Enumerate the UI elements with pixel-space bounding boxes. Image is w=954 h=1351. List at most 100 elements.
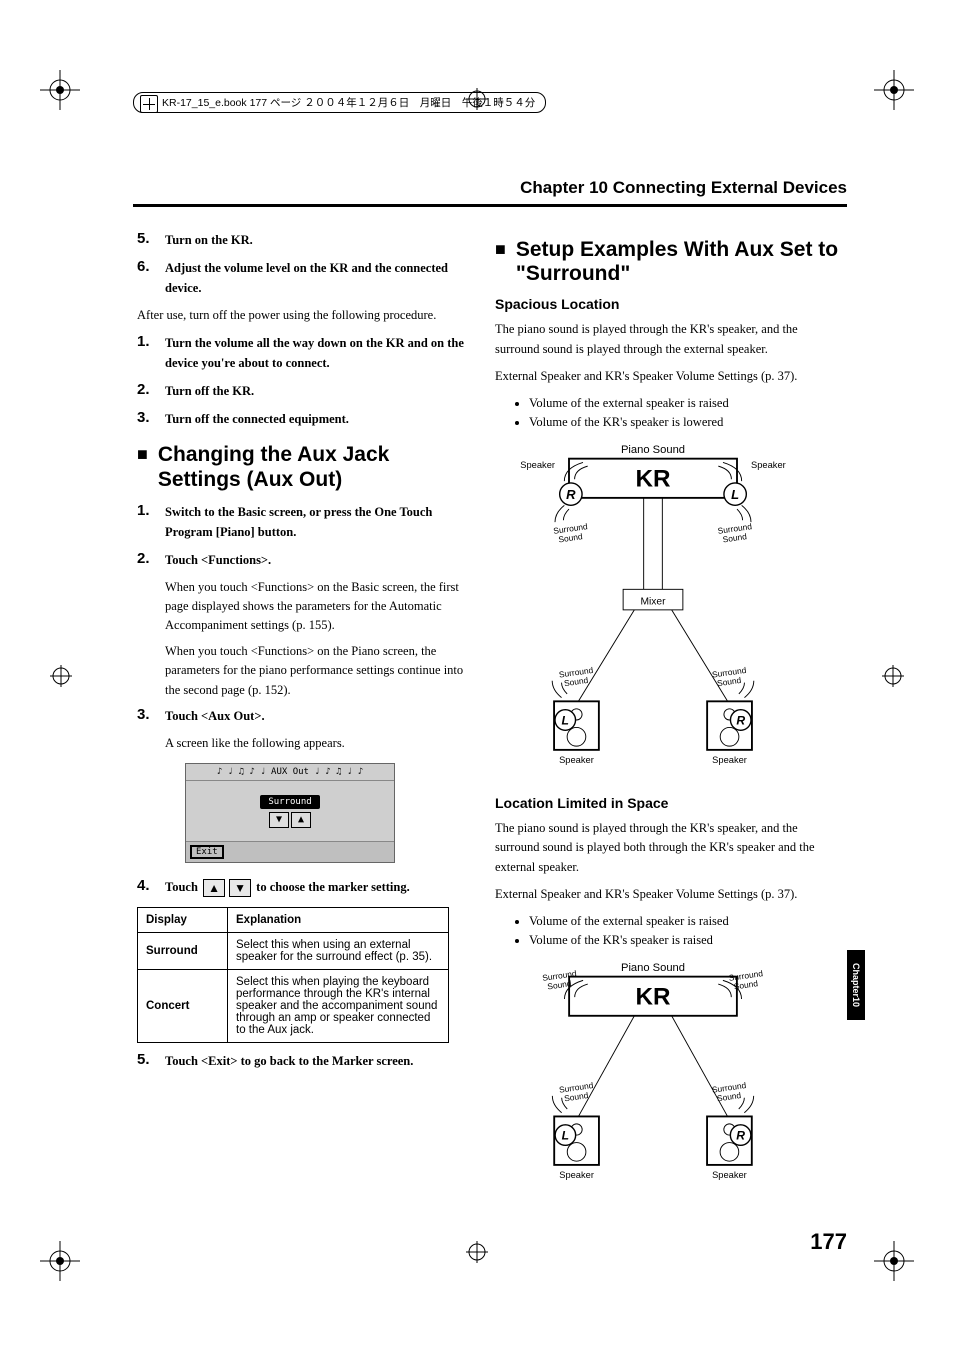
heading-bullet-icon: ■ <box>137 443 148 491</box>
spacious-diagram: Piano Sound KR Speaker Speaker R L Surro… <box>513 440 813 781</box>
step-number: 2. <box>137 550 155 570</box>
svg-text:Sound: Sound <box>558 531 584 544</box>
surround-chip: Surround <box>260 795 319 809</box>
step-text: Touch <Functions>. <box>165 550 477 570</box>
table-cell-text: Select this when playing the keyboard pe… <box>228 970 449 1043</box>
svg-text:R: R <box>736 714 745 728</box>
screen-titlebar: ♪ ♩ ♫ ♪ ♩ AUX Out ♩ ♪ ♫ ♩ ♪ <box>186 764 394 781</box>
bullet-item: Volume of the external speaker is raised <box>529 912 845 931</box>
left-column: 5. Turn on the KR. 6. Adjust the volume … <box>137 224 477 1079</box>
table-header-display: Display <box>138 908 228 933</box>
section-heading-aux-jack: ■ Changing the Aux Jack Settings (Aux Ou… <box>137 443 477 491</box>
step-text: Touch <Aux Out>. <box>165 706 477 726</box>
label-mixer: Mixer <box>640 596 666 607</box>
label-speaker: Speaker <box>712 755 747 765</box>
spacious-para2: External Speaker and KR's Speaker Volume… <box>495 367 845 386</box>
arrow-buttons: ▼ ▲ <box>269 812 311 828</box>
bullet-item: Volume of the KR's speaker is raised <box>529 931 845 950</box>
spacious-para1: The piano sound is played through the KR… <box>495 320 845 359</box>
screen-body: Surround ▼ ▲ <box>186 781 394 841</box>
poweroff-step-2: 2. Turn off the KR. <box>137 381 477 401</box>
step-text: Touch <Exit> to go back to the Marker sc… <box>165 1051 477 1071</box>
aux-out-screen-figure: ♪ ♩ ♫ ♪ ♩ AUX Out ♩ ♪ ♫ ♩ ♪ Surround ▼ ▲… <box>185 763 395 863</box>
svg-text:Sound: Sound <box>563 675 589 688</box>
svg-text:L: L <box>562 1129 569 1143</box>
bullet-item: Volume of the external speaker is raised <box>529 394 845 413</box>
chapter-tab: Chapter10 <box>847 950 865 1020</box>
step-6: 6. Adjust the volume level on the KR and… <box>137 258 477 298</box>
step-text: Switch to the Basic screen, or press the… <box>165 502 477 542</box>
svg-text:R: R <box>736 1129 745 1143</box>
aux-step-5: 5. Touch <Exit> to go back to the Marker… <box>137 1051 477 1071</box>
aux-step-3: 3. Touch <Aux Out>. <box>137 706 477 726</box>
bullet-item: Volume of the KR's speaker is lowered <box>529 413 845 432</box>
label-speaker: Speaker <box>520 460 555 470</box>
label-piano-sound: Piano Sound <box>621 962 685 974</box>
registration-mark-right <box>882 665 904 687</box>
svg-text:Sound: Sound <box>722 531 748 544</box>
step-number: 5. <box>137 1051 155 1071</box>
title-rule <box>133 204 847 207</box>
poweroff-step-1: 1. Turn the volume all the way down on t… <box>137 333 477 373</box>
step-number: 3. <box>137 706 155 726</box>
arrow-up-icon: ▲ <box>291 812 311 828</box>
display-explanation-table: Display Explanation Surround Select this… <box>137 907 449 1043</box>
step-number: 1. <box>137 502 155 542</box>
aux-step-4: 4. Touch ▲▼ to choose the marker setting… <box>137 877 477 897</box>
poweroff-step-3: 3. Turn off the connected equipment. <box>137 409 477 429</box>
svg-text:L: L <box>562 714 569 728</box>
label-kr: KR <box>636 984 671 1011</box>
step-number: 3. <box>137 409 155 429</box>
step4-text-b: to choose the marker setting. <box>256 880 410 894</box>
label-piano-sound: Piano Sound <box>621 444 685 456</box>
svg-text:R: R <box>566 487 576 502</box>
crop-mark-tr <box>874 70 914 110</box>
exit-button-icon: Exit <box>190 845 224 859</box>
limited-diagram: Piano Sound KR Surround Sound Surround S… <box>513 958 813 1196</box>
label-speaker: Speaker <box>559 755 594 765</box>
aux-body-2: When you touch <Functions> on the Piano … <box>165 642 477 700</box>
svg-text:L: L <box>731 487 739 502</box>
spacious-bullets: Volume of the external speaker is raised… <box>529 394 845 432</box>
after-use-text: After use, turn off the power using the … <box>137 306 477 325</box>
svg-text:Sound: Sound <box>733 978 759 991</box>
page-number: 177 <box>810 1229 847 1255</box>
registration-mark-left <box>50 665 72 687</box>
label-speaker: Speaker <box>712 1170 747 1180</box>
aux-step-2: 2. Touch <Functions>. <box>137 550 477 570</box>
crop-mark-tl <box>40 70 80 110</box>
step-text: Turn on the KR. <box>165 230 477 250</box>
svg-text:Sound: Sound <box>563 1090 589 1103</box>
heading-bullet-icon: ■ <box>495 238 506 286</box>
page-content: KR-17_15_e.book 177 ページ ２００４年１２月６日 月曜日 午… <box>95 80 859 1271</box>
step4-text-a: Touch <box>165 880 201 894</box>
subheading-spacious: Spacious Location <box>495 296 845 312</box>
subheading-limited: Location Limited in Space <box>495 795 845 811</box>
limited-para1: The piano sound is played through the KR… <box>495 819 845 877</box>
table-cell-text: Select this when using an external speak… <box>228 933 449 970</box>
step-number: 1. <box>137 333 155 373</box>
step-number: 6. <box>137 258 155 298</box>
step-text: Turn off the connected equipment. <box>165 409 477 429</box>
heading-text: Changing the Aux Jack Settings (Aux Out) <box>158 443 477 491</box>
arrow-down-icon: ▼ <box>269 812 289 828</box>
step-text: Adjust the volume level on the KR and th… <box>165 258 477 298</box>
label-speaker: Speaker <box>751 460 786 470</box>
limited-bullets: Volume of the external speaker is raised… <box>529 912 845 950</box>
inline-up-icon: ▲ <box>203 879 225 897</box>
section-heading-setup-examples: ■ Setup Examples With Aux Set to "Surrou… <box>495 238 845 286</box>
label-kr: KR <box>635 466 671 493</box>
step-5: 5. Turn on the KR. <box>137 230 477 250</box>
aux-body-3: A screen like the following appears. <box>165 734 477 753</box>
svg-text:Sound: Sound <box>716 675 742 688</box>
table-header-explanation: Explanation <box>228 908 449 933</box>
table-cell-label: Concert <box>138 970 228 1043</box>
print-meta-header: KR-17_15_e.book 177 ページ ２００４年１２月６日 月曜日 午… <box>133 92 546 113</box>
table-row: Concert Select this when playing the key… <box>138 970 449 1043</box>
label-speaker: Speaker <box>559 1170 594 1180</box>
svg-text:Sound: Sound <box>716 1090 742 1103</box>
crop-mark-bl <box>40 1241 80 1281</box>
right-column: ■ Setup Examples With Aux Set to "Surrou… <box>495 224 845 1210</box>
step-text: Turn off the KR. <box>165 381 477 401</box>
limited-para2: External Speaker and KR's Speaker Volume… <box>495 885 845 904</box>
